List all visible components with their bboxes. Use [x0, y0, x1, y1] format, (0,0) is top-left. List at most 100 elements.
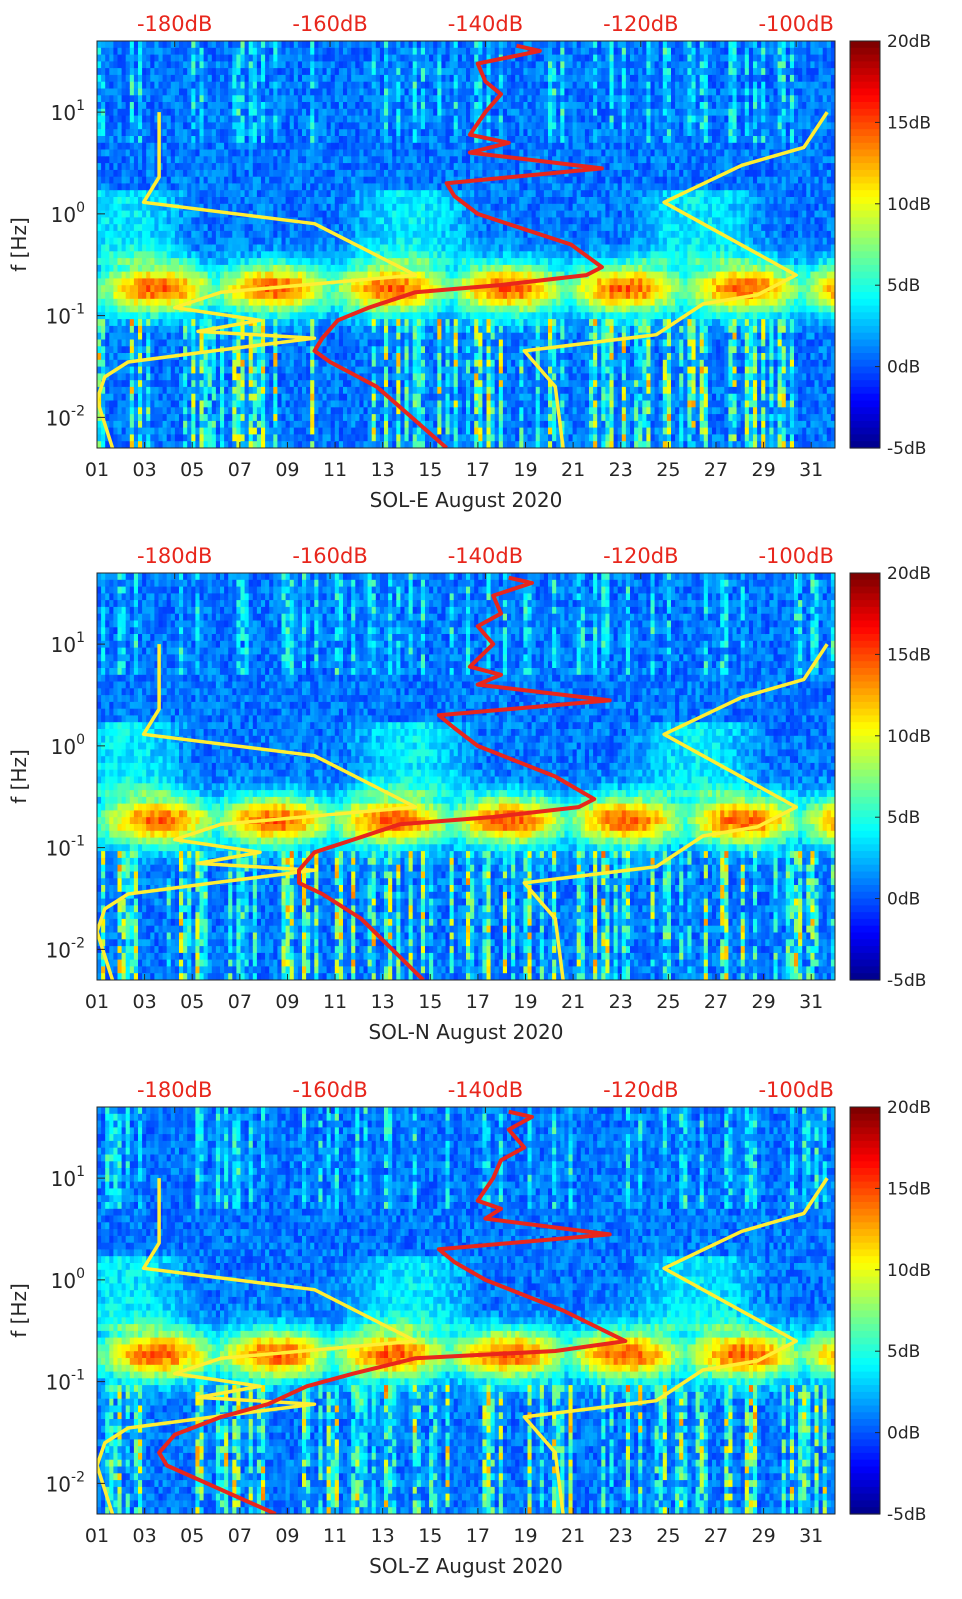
top-tick-label: -160dB: [292, 544, 367, 568]
colorbar-tick-label: 10dB: [887, 1261, 931, 1281]
x-tick-label: 31: [799, 459, 823, 481]
top-tick-label: -180dB: [137, 12, 212, 36]
y-tick-label: 100: [51, 200, 85, 227]
series-yellow-bound-right: [522, 1177, 829, 1514]
top-tick-label: -160dB: [292, 12, 367, 36]
colorbar-tick-label: 20dB: [887, 1098, 931, 1118]
colorbar-tick-label: 5dB: [887, 276, 920, 296]
y-tick-label: 100: [51, 732, 85, 759]
colorbar-tick-label: 5dB: [887, 808, 920, 828]
colorbar-tick-label: 0dB: [887, 358, 920, 378]
y-tick-label: 101: [51, 98, 85, 125]
colorbar-tick-label: 15dB: [887, 645, 931, 665]
x-tick-label: 27: [704, 991, 728, 1013]
x-tick-label: 21: [561, 459, 585, 481]
x-tick-label: 11: [323, 1525, 347, 1547]
colorbar-tick-label: 0dB: [887, 1424, 920, 1444]
series-red-median-psd: [297, 575, 612, 980]
y-axis-label: f [Hz]: [7, 1283, 31, 1338]
x-tick-label: 11: [323, 991, 347, 1013]
colorbar-tick-label: -5dB: [887, 971, 926, 991]
x-axis-label: SOL-N August 2020: [368, 1020, 563, 1044]
x-tick-label: 09: [275, 1525, 299, 1547]
x-tick-label: 17: [466, 991, 490, 1013]
x-tick-label: 21: [561, 1525, 585, 1547]
x-axis-label: SOL-Z August 2020: [369, 1554, 563, 1578]
x-tick-label: 07: [228, 459, 252, 481]
spectrogram-panel-1: 01 03 05 07 09 11 13 15 17 19 21 23 25 27 29 31 SOL-E Au…: [0, 0, 962, 532]
x-tick-label: 25: [656, 991, 680, 1013]
top-tick-label: -180dB: [137, 544, 212, 568]
x-tick-label: 27: [704, 1525, 728, 1547]
x-tick-label: 13: [371, 459, 395, 481]
colorbar-tick-label: 15dB: [887, 1179, 931, 1199]
x-tick-label: 21: [561, 991, 585, 1013]
series-yellow-bound-left: [97, 112, 418, 448]
colorbar-tick-label: 20dB: [887, 32, 931, 52]
series-yellow-bound-right: [522, 643, 829, 980]
colorbar: 20dB 15dB 10dB 5dB 0dB -5dB: [849, 564, 931, 991]
top-tick-label: -100dB: [758, 544, 833, 568]
spectrogram-svg: 01 03 05 07 09 11 13 15 17 19 21 23 25 27 29 31 SOL-Z Au…: [7, 1078, 931, 1578]
top-tick-label: -140dB: [448, 544, 523, 568]
colorbar-frame: [849, 40, 881, 449]
top-tick-label: -180dB: [137, 1078, 212, 1102]
colorbar-tick-label: 15dB: [887, 113, 931, 133]
x-tick-label: 29: [751, 1525, 775, 1547]
series-yellow-bound-right: [522, 111, 829, 448]
x-tick-label: 17: [466, 459, 490, 481]
spectrogram-svg: 01 03 05 07 09 11 13 15 17 19 21 23 25 27 29 31 SOL-N Au…: [7, 544, 931, 1044]
x-tick-label: 09: [275, 991, 299, 1013]
x-tick-label: 15: [418, 459, 442, 481]
colorbar: 20dB 15dB 10dB 5dB 0dB -5dB: [849, 1098, 931, 1525]
y-tick-label: 10-1: [46, 1368, 85, 1395]
x-tick-label: 27: [704, 459, 728, 481]
top-tick-label: -120dB: [603, 544, 678, 568]
series-yellow-bound-left: [97, 1178, 418, 1514]
plot-frame: [96, 1106, 836, 1515]
x-tick-label: 01: [85, 1525, 109, 1547]
top-tick-label: -100dB: [758, 12, 833, 36]
top-tick-label: -120dB: [603, 1078, 678, 1102]
x-tick-label: 09: [275, 459, 299, 481]
x-tick-label: 13: [371, 1525, 395, 1547]
x-tick-label: 03: [133, 991, 157, 1013]
x-tick-label: 19: [513, 459, 537, 481]
spectrogram-image: [97, 41, 835, 448]
y-tick-label: 10-1: [46, 302, 85, 329]
x-tick-label: 19: [513, 1525, 537, 1547]
x-tick-label: 19: [513, 991, 537, 1013]
colorbar-tick-label: -5dB: [887, 1505, 926, 1525]
y-tick-label: 10-2: [46, 935, 85, 962]
x-tick-label: 31: [799, 1525, 823, 1547]
x-tick-label: 29: [751, 459, 775, 481]
x-tick-label: 23: [609, 991, 633, 1013]
x-tick-label: 01: [85, 991, 109, 1013]
x-tick-label: 11: [323, 459, 347, 481]
colorbar-tick-label: 10dB: [887, 195, 931, 215]
spectrogram-svg: 01 03 05 07 09 11 13 15 17 19 21 23 25 27 29 31 SOL-E Au…: [7, 12, 931, 512]
x-tick-label: 15: [418, 991, 442, 1013]
colorbar-tick-label: 5dB: [887, 1342, 920, 1362]
colorbar-frame: [849, 572, 881, 981]
x-tick-label: 17: [466, 1525, 490, 1547]
x-tick-label: 31: [799, 991, 823, 1013]
y-tick-label: 10-2: [46, 1469, 85, 1496]
y-tick-label: 101: [51, 1164, 85, 1191]
spectrogram-image: [97, 573, 835, 980]
series-red-median-psd: [312, 43, 604, 448]
x-tick-label: 25: [656, 1525, 680, 1547]
y-axis-label: f [Hz]: [7, 749, 31, 804]
y-tick-label: 100: [51, 1266, 85, 1293]
x-tick-label: 15: [418, 1525, 442, 1547]
x-tick-label: 07: [228, 1525, 252, 1547]
x-tick-label: 03: [133, 1525, 157, 1547]
x-tick-label: 05: [180, 459, 204, 481]
colorbar-frame: [849, 1106, 881, 1515]
colorbar: 20dB 15dB 10dB 5dB 0dB -5dB: [849, 32, 931, 459]
series-red-median-psd: [157, 1109, 628, 1514]
spectrogram-image: [97, 1107, 835, 1514]
series-yellow-bound-left: [97, 644, 418, 980]
top-tick-label: -100dB: [758, 1078, 833, 1102]
x-tick-label: 23: [609, 459, 633, 481]
